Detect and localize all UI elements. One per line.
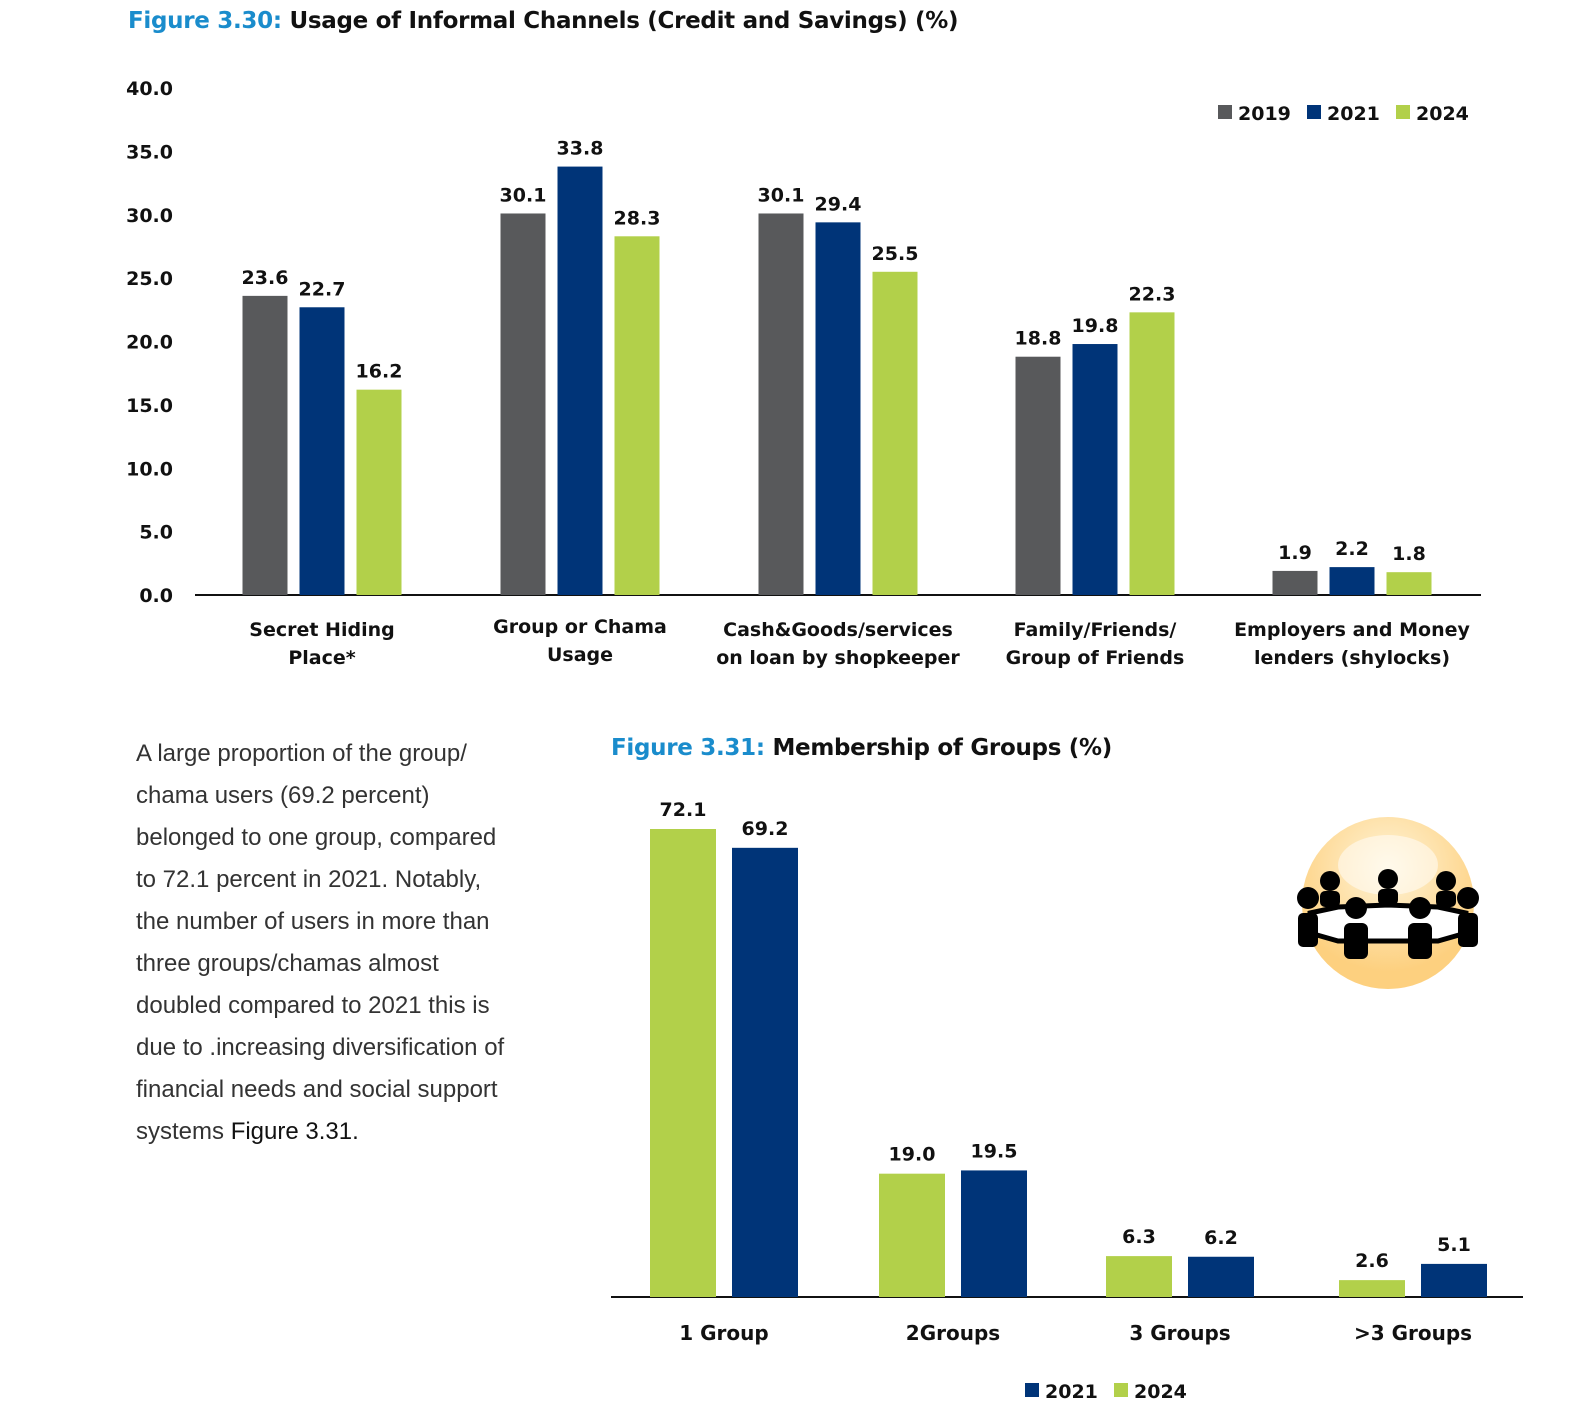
category-label: 1 Group bbox=[679, 1321, 768, 1345]
category-label: Group of Friends bbox=[1006, 647, 1185, 669]
data-label: 30.1 bbox=[758, 184, 805, 206]
bar-2024 bbox=[1339, 1280, 1405, 1297]
bar-2019 bbox=[500, 213, 546, 596]
bar-2021 bbox=[732, 847, 798, 1297]
bar-2021 bbox=[299, 307, 345, 595]
data-label: 5.1 bbox=[1437, 1234, 1471, 1256]
y-tick-label: 15.0 bbox=[126, 395, 173, 417]
bar-2024 bbox=[614, 236, 660, 596]
category-label: lenders (shylocks) bbox=[1254, 647, 1450, 669]
legend-label: 2024 bbox=[1416, 103, 1469, 125]
bar-2021 bbox=[961, 1170, 1027, 1297]
legend-swatch-2021 bbox=[1025, 1383, 1039, 1397]
data-label: 29.4 bbox=[815, 193, 862, 215]
data-label: 6.2 bbox=[1204, 1227, 1238, 1249]
bar-2021 bbox=[1329, 567, 1375, 595]
data-label: 19.5 bbox=[971, 1140, 1018, 1162]
figure-3-31-title: Figure 3.31: Membership of Groups (%) bbox=[611, 735, 1112, 761]
category-label: Secret Hiding bbox=[249, 619, 394, 641]
data-label: 16.2 bbox=[356, 361, 403, 383]
bar-2019 bbox=[1272, 570, 1318, 595]
chart-group-membership: 72.1 69.2 1 Group 19.0 19.5 2Groups 6.3 6.2 3 Gr… bbox=[611, 799, 1523, 1403]
data-label: 33.8 bbox=[557, 138, 604, 160]
bar-2024 bbox=[1106, 1256, 1172, 1297]
data-label: 69.2 bbox=[742, 818, 789, 840]
legend-label: 2019 bbox=[1238, 103, 1291, 125]
data-label: 6.3 bbox=[1122, 1226, 1156, 1248]
legend-swatch-2024 bbox=[1396, 105, 1410, 119]
figure-label: Figure 3.31: bbox=[611, 735, 765, 761]
data-label: 30.1 bbox=[500, 184, 547, 206]
data-label: 28.3 bbox=[614, 207, 661, 229]
figure-label: Figure 3.30: bbox=[128, 8, 282, 34]
data-label: 23.6 bbox=[242, 267, 289, 289]
legend-label: 2021 bbox=[1327, 103, 1380, 125]
bar-2021 bbox=[1421, 1263, 1487, 1297]
legend-label: 2024 bbox=[1134, 1381, 1187, 1403]
bar-2019 bbox=[242, 295, 288, 595]
category-label: 2Groups bbox=[906, 1321, 1000, 1345]
data-label: 19.8 bbox=[1072, 315, 1119, 337]
category-label: Family/Friends/ bbox=[1014, 619, 1177, 641]
data-label: 1.8 bbox=[1392, 543, 1426, 565]
data-label: 25.5 bbox=[872, 243, 919, 265]
bar-2024 bbox=[650, 829, 716, 1297]
y-tick-label: 30.0 bbox=[126, 205, 173, 227]
bar-2019 bbox=[758, 213, 804, 596]
data-label: 2.2 bbox=[1335, 538, 1369, 560]
category-label: Employers and Money bbox=[1234, 619, 1470, 641]
category-label: on loan by shopkeeper bbox=[716, 647, 960, 669]
legend-label: 2021 bbox=[1045, 1381, 1098, 1403]
bar-2024 bbox=[879, 1173, 945, 1297]
bar-2019 bbox=[1015, 356, 1061, 595]
bar-2024 bbox=[1386, 572, 1432, 595]
y-tick-label: 35.0 bbox=[126, 141, 173, 163]
y-tick-label: 5.0 bbox=[139, 522, 173, 544]
figure-title: Usage of Informal Channels (Credit and S… bbox=[289, 8, 959, 34]
y-tick-label: 0.0 bbox=[139, 585, 173, 607]
legend-swatch-2021 bbox=[1307, 105, 1321, 119]
chart-informal-channels: 0.0 5.0 10.0 15.0 20.0 25.0 30.0 35.0 40.0 23.6 22… bbox=[126, 78, 1481, 669]
bar-2021 bbox=[1188, 1256, 1254, 1297]
legend-swatch-2024 bbox=[1114, 1383, 1128, 1397]
legend-swatch-2019 bbox=[1218, 105, 1232, 119]
paragraph-text: A large proportion of the group/ chama u… bbox=[136, 740, 505, 1145]
bar-2024 bbox=[872, 271, 918, 595]
figure-3-30-title: Figure 3.30: Usage of Informal Channels … bbox=[128, 8, 959, 34]
data-label: 18.8 bbox=[1015, 328, 1062, 350]
figure-title: Membership of Groups (%) bbox=[772, 735, 1112, 761]
y-tick-label: 10.0 bbox=[126, 458, 173, 480]
data-label: 22.7 bbox=[299, 278, 346, 300]
category-label: 3 Groups bbox=[1129, 1321, 1230, 1345]
category-label: Cash&Goods/services bbox=[723, 619, 953, 641]
category-label: Place* bbox=[288, 647, 355, 669]
bar-2024 bbox=[356, 389, 402, 595]
y-tick-label: 25.0 bbox=[126, 268, 173, 290]
data-label: 1.9 bbox=[1278, 542, 1312, 564]
category-label: Usage bbox=[547, 644, 613, 666]
group-meeting-icon bbox=[1297, 817, 1479, 989]
bar-2021 bbox=[815, 222, 861, 596]
figure-reference: Figure 3.31. bbox=[230, 1118, 359, 1145]
category-label: >3 Groups bbox=[1354, 1321, 1472, 1345]
bar-2024 bbox=[1129, 312, 1175, 595]
category-label: Group or Chama bbox=[493, 616, 667, 638]
data-label: 22.3 bbox=[1129, 283, 1176, 305]
data-label: 72.1 bbox=[660, 799, 707, 821]
y-tick-label: 40.0 bbox=[126, 78, 173, 100]
data-label: 2.6 bbox=[1355, 1250, 1389, 1272]
body-paragraph: A large proportion of the group/ chama u… bbox=[136, 733, 516, 1153]
bar-2021 bbox=[557, 166, 603, 595]
y-tick-label: 20.0 bbox=[126, 332, 173, 354]
data-label: 19.0 bbox=[889, 1144, 936, 1166]
bar-2021 bbox=[1072, 344, 1118, 595]
